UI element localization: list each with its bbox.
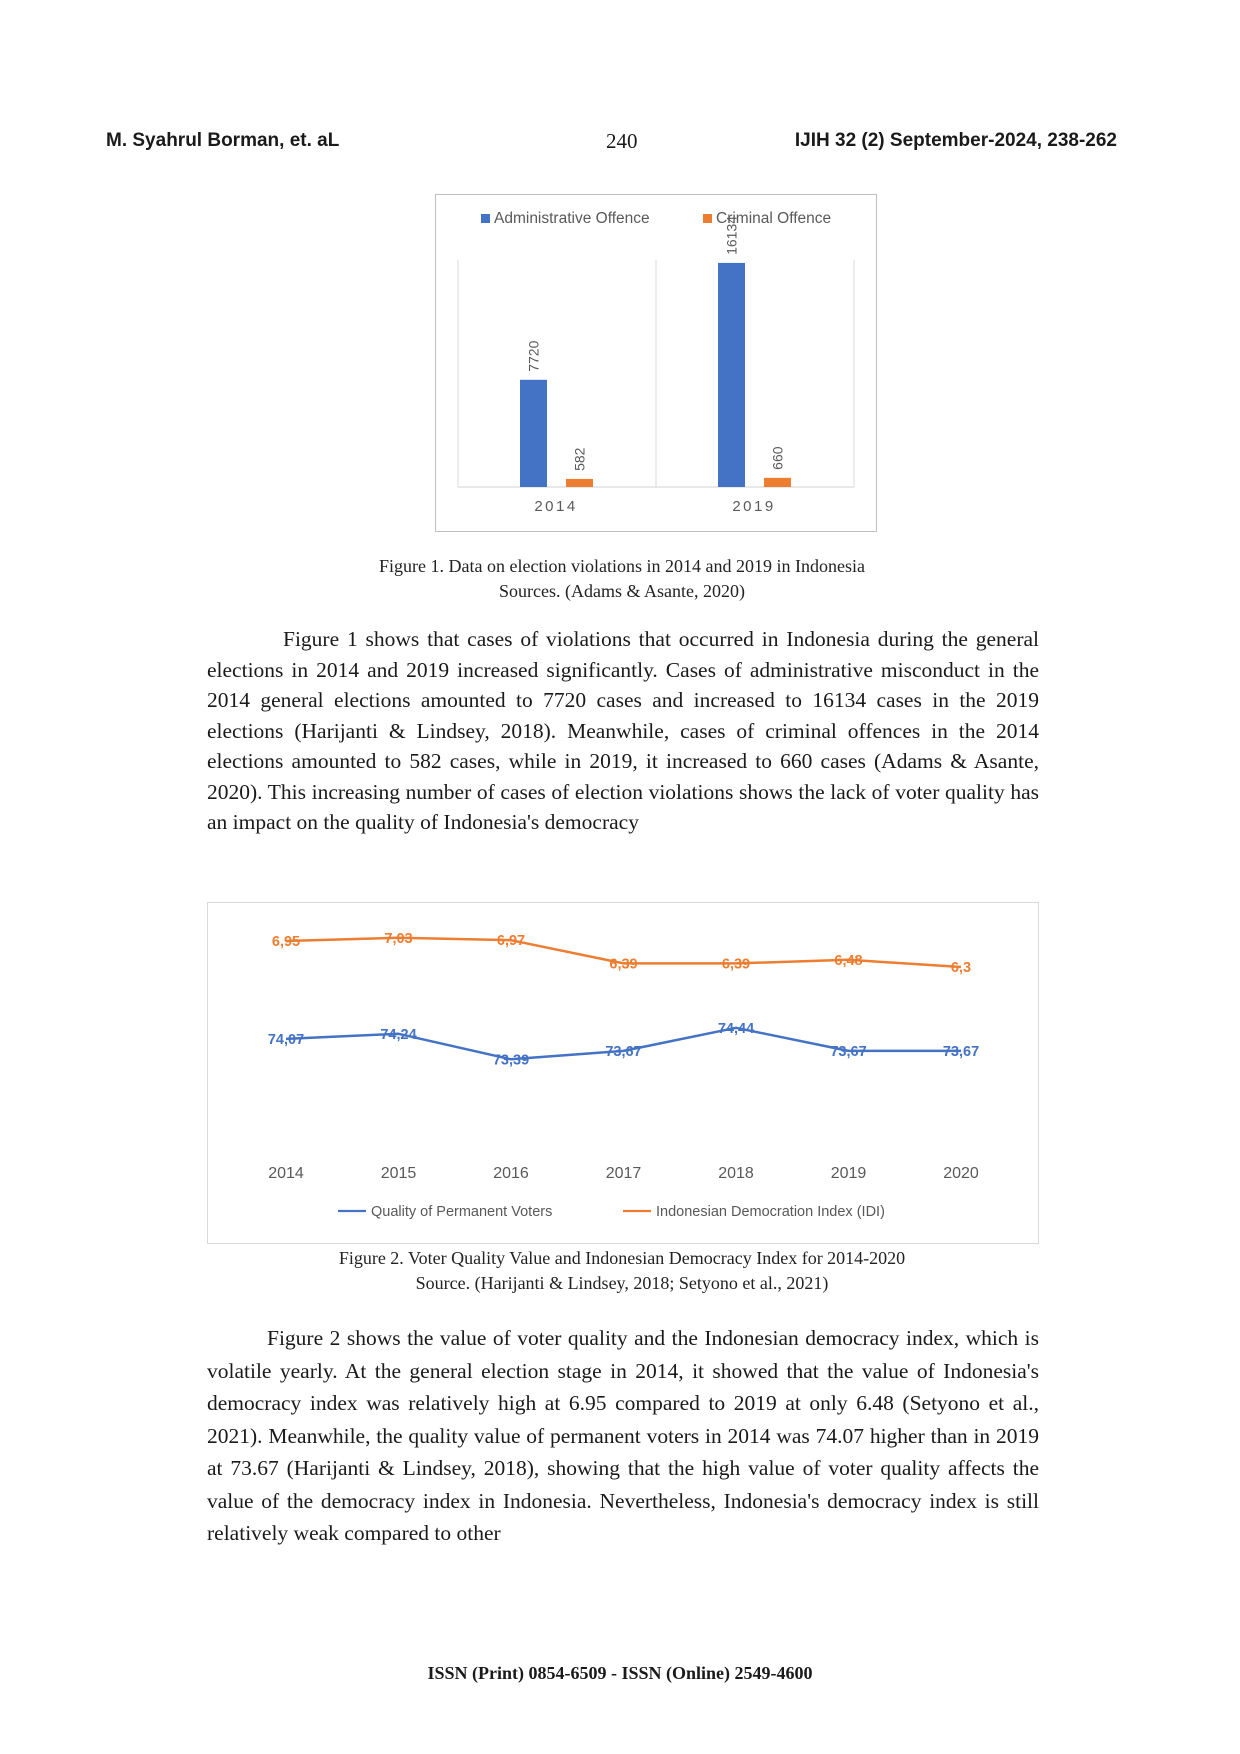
figure-2-caption-source: Source. (Harijanti & Lindsey, 2018; Sety… (415, 1273, 829, 1293)
bar-2019-1 (764, 477, 791, 487)
body-paragraph-2: Figure 2 shows the value of voter qualit… (207, 1326, 1039, 1545)
figure-1-caption: Figure 1. Data on election violations in… (206, 554, 1038, 604)
data-label-2014-0: 7720 (526, 340, 542, 371)
point-label-0-2014: 74,07 (268, 1032, 304, 1048)
x-tick-label-2020: 2020 (943, 1165, 979, 1182)
x-tick-label-2014: 2014 (268, 1165, 304, 1182)
point-label-0-2018: 74,44 (718, 1021, 754, 1037)
point-label-1-2016: 6,97 (497, 933, 525, 949)
figure-1-caption-source: Sources. (Adams & Asante, 2020) (499, 581, 745, 601)
point-label-0-2020: 73,67 (943, 1044, 979, 1060)
legend-swatch-1 (703, 214, 712, 223)
figure-1-caption-title: Figure 1. Data on election violations in… (379, 556, 865, 576)
legend-label-0: Administrative Offence (494, 210, 650, 227)
point-label-1-2015: 7,03 (384, 931, 412, 947)
running-header: M. Syahrul Borman, et. aL 240 IJIH 32 (2… (106, 129, 1117, 160)
data-label-2019-0: 16134 (724, 216, 740, 255)
point-label-0-2019: 73,67 (830, 1044, 866, 1060)
legend-label-1: Criminal Offence (716, 210, 831, 227)
body-paragraph-1: Figure 1 shows that cases of violations … (207, 627, 1039, 834)
point-label-1-2019: 6,48 (834, 953, 862, 969)
header-authors: M. Syahrul Borman, et. aL (106, 130, 340, 151)
x-tick-label-2018: 2018 (718, 1165, 754, 1182)
bar-2019-0 (718, 262, 745, 487)
bar-2014-1 (566, 478, 593, 487)
series-line-1 (285, 936, 962, 969)
point-label-1-2014: 6,95 (272, 934, 300, 950)
line-chart-svg: 74,07 74,24 73,39 73,67 74,44 73,67 73,67 6,95 7… (268, 931, 979, 1220)
figure-1-bar-chart: Administrative Offence Criminal Offence 77… (435, 194, 877, 532)
point-label-1-2020: 6,3 (951, 960, 971, 976)
x-tick-label-2014: 2014 (534, 498, 577, 515)
header-journal: IJIH 32 (2) September-2024, 238-262 (794, 130, 1117, 151)
legend-swatch-0 (481, 214, 490, 223)
legend-label-1: Indonesian Democration Index (IDI) (656, 1204, 885, 1220)
x-tick-label-2015: 2015 (381, 1165, 417, 1182)
series-line-0 (285, 1026, 961, 1061)
data-label-2014-1: 582 (572, 447, 588, 471)
x-tick-label-2016: 2016 (493, 1165, 529, 1182)
point-label-0-2016: 73,39 (493, 1052, 529, 1068)
data-label-2019-1: 660 (770, 446, 786, 470)
x-tick-label-2019: 2019 (831, 1165, 867, 1182)
bar-2014-0 (520, 379, 547, 487)
page-number: 240 (606, 129, 638, 153)
point-label-1-2018: 6,39 (722, 956, 750, 972)
point-label-1-2017: 6,39 (609, 956, 637, 972)
figure-2-caption: Figure 2. Voter Quality Value and Indone… (206, 1246, 1038, 1296)
figure-2-line-chart: 74,07 74,24 73,39 73,67 74,44 73,67 73,67 6,95 7… (207, 902, 1039, 1244)
x-tick-label-2019: 2019 (732, 498, 775, 515)
figure-2-caption-title: Figure 2. Voter Quality Value and Indone… (338, 1248, 906, 1268)
legend-label-0: Quality of Permanent Voters (371, 1204, 552, 1220)
bar-chart-svg: Administrative Offence Criminal Offence 77… (457, 210, 855, 515)
page-footer-issn: ISSN (Print) 0854-6509 - ISSN (Online) 2… (427, 1663, 813, 1683)
x-tick-label-2017: 2017 (606, 1165, 642, 1182)
point-label-0-2015: 74,24 (380, 1027, 416, 1043)
point-label-0-2017: 73,67 (605, 1044, 641, 1060)
